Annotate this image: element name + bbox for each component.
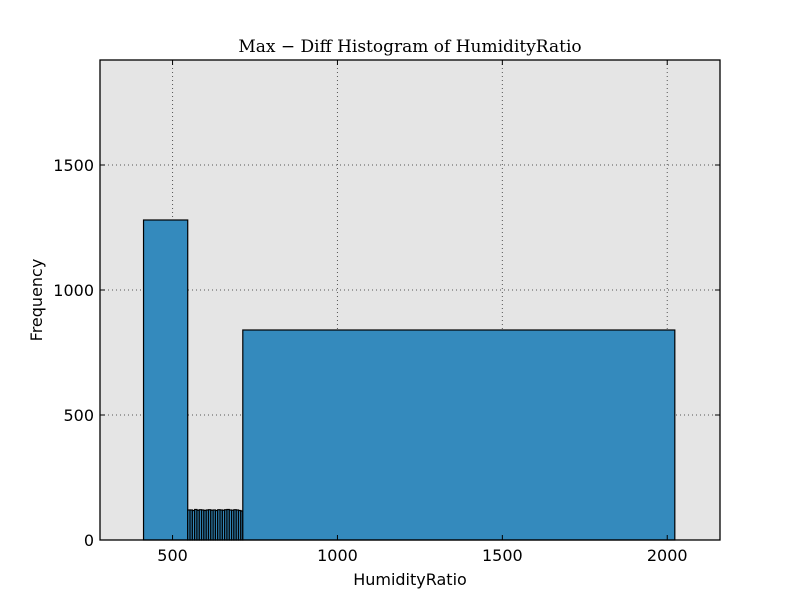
y-tick-label: 1500 [53, 156, 94, 175]
x-tick-label: 1000 [317, 546, 358, 565]
y-tick-label: 500 [63, 406, 94, 425]
chart-title: Max − Diff Histogram of HumidityRatio [238, 37, 581, 57]
axis-ticks: 500 1000 1500 2000 0 500 1000 1500 [53, 60, 720, 565]
histogram-bar [142, 219, 189, 541]
x-tick-label: 500 [157, 546, 188, 565]
histogram-bar [242, 329, 676, 541]
plot-frame [99, 59, 721, 541]
y-axis-label: Frequency [27, 259, 46, 342]
y-tick-label: 0 [84, 531, 94, 550]
x-tick-label: 1500 [482, 546, 523, 565]
x-axis-label: HumidityRatio [353, 570, 467, 589]
y-tick-label: 1000 [53, 281, 94, 300]
x-tick-label: 2000 [647, 546, 688, 565]
